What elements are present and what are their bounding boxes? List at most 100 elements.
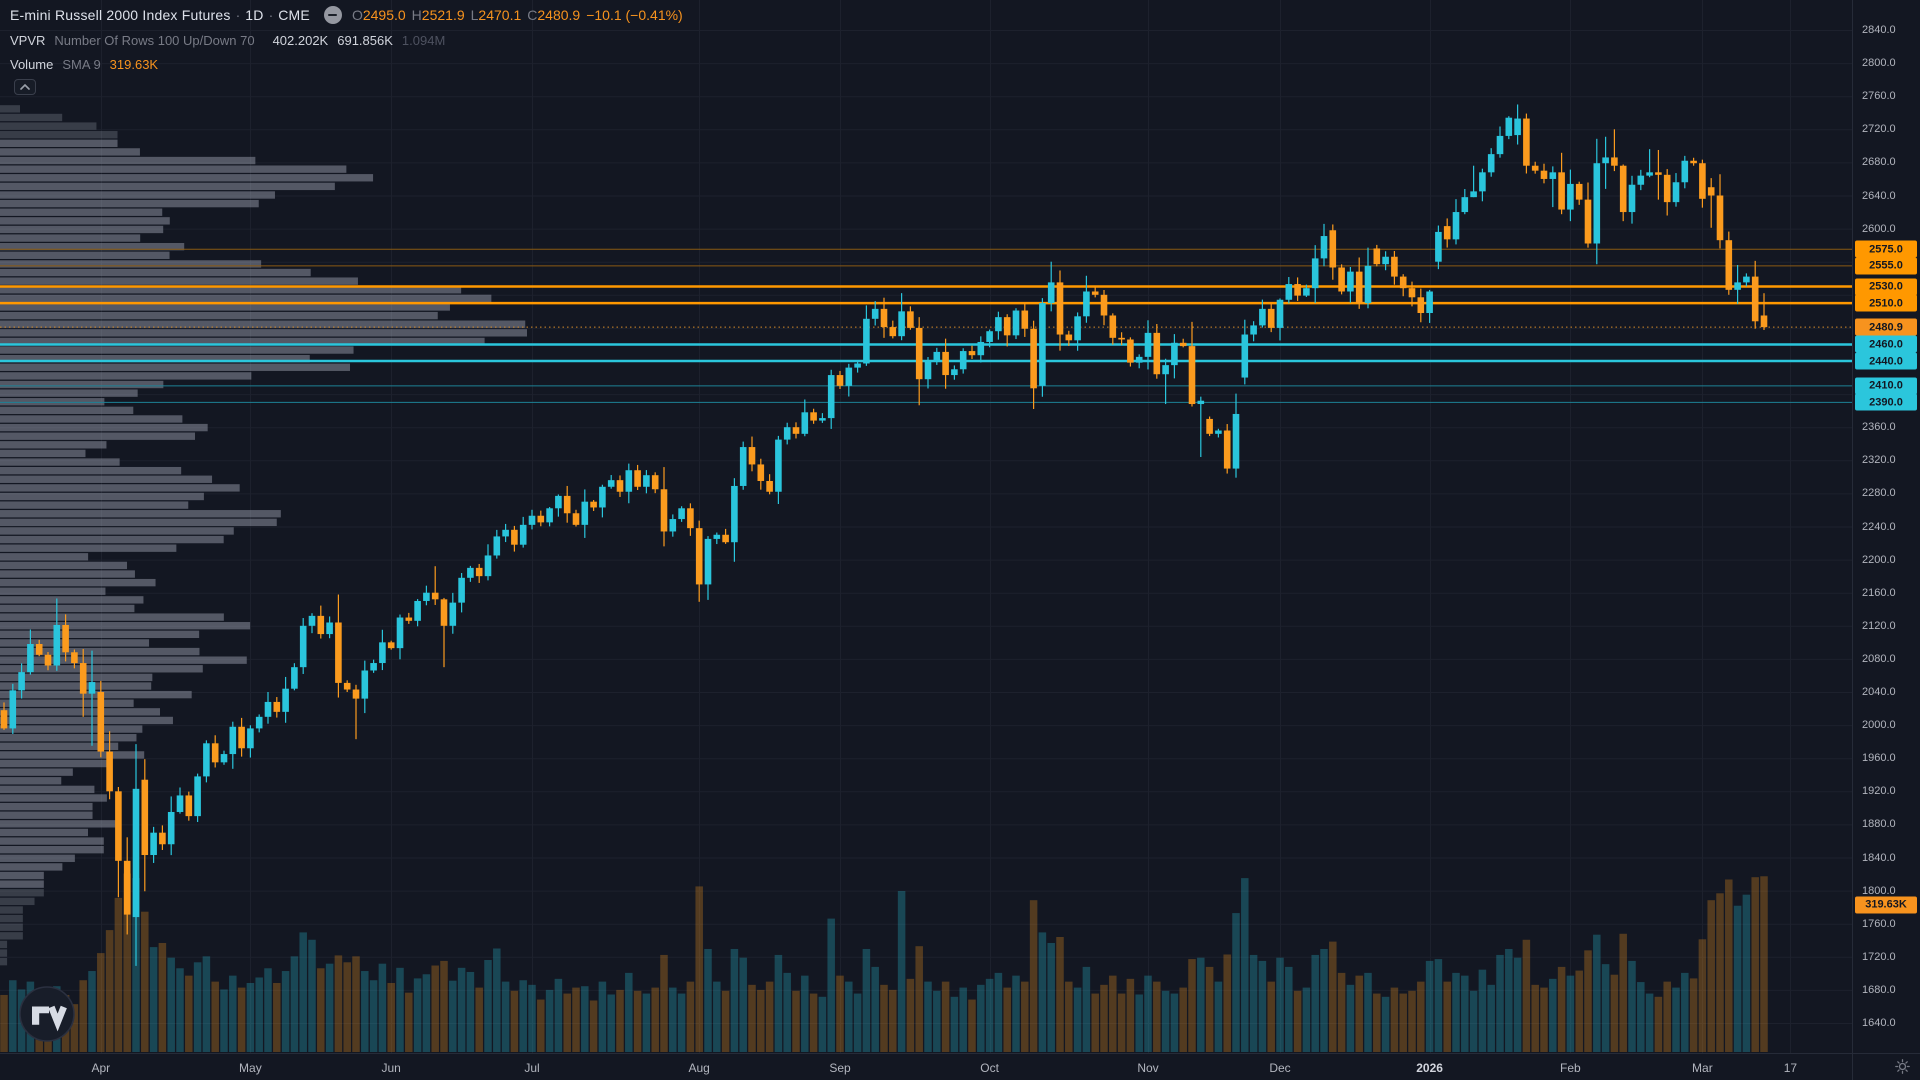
candle-body [361,670,369,699]
candles [0,104,1768,966]
volume-bar [1434,959,1443,1052]
candle-body [1232,413,1240,469]
volume-name[interactable]: Volume [10,56,54,72]
candle-body [546,508,553,523]
candle-body [1734,282,1741,290]
volume-profile-row [0,406,134,415]
volume-bar [396,967,404,1052]
candle-body [1699,163,1706,199]
volume-bar [625,972,633,1052]
volume-bar [994,972,1003,1052]
volume-profile-row [0,682,152,690]
volume-profile-row [0,191,275,199]
candle-wick [434,566,436,605]
candle-body [308,615,316,626]
volume-profile-row [0,234,141,242]
volume-profile-row [0,389,138,397]
volume-bar [1593,934,1601,1052]
candle-body [616,480,624,492]
volume-profile-row [0,665,203,673]
volume-bar [290,956,299,1052]
volume-bar [589,1000,598,1052]
candle-wick [1552,166,1554,208]
candle-body [1540,170,1548,179]
candle-body [1347,271,1354,292]
volume-bar [79,980,87,1052]
volume-profile-row [0,656,247,664]
volume-bar [1267,981,1275,1052]
volume-profile-row [0,906,23,914]
chart-pane[interactable]: E-mini Russell 2000 Index Futures · 1D ·… [0,0,1852,1053]
candle-body [1100,294,1108,316]
volume-bar [545,989,554,1052]
price-axis-label: 2080.0 [1862,652,1896,665]
volume-profile-row [0,949,8,957]
candle-body [220,754,228,763]
candle-body [1611,157,1618,166]
volume-bar [185,975,193,1052]
level-price-badge[interactable]: 2440.0 [1855,352,1917,370]
volume-bar [1249,954,1258,1052]
level-price-badge[interactable]: 2460.0 [1855,335,1917,353]
candle-body [1408,288,1416,298]
candle-body [484,555,492,577]
volume-bar [1698,939,1707,1052]
volume-bar [1170,993,1179,1052]
price-axis[interactable]: 1640.0 1680.0 1720.0 1760.0 1800.0 1840.0 1880… [1852,0,1920,1053]
volume-bar [141,911,149,1052]
level-price-badge[interactable]: 2555.0 [1855,257,1917,275]
candle-body [748,447,756,465]
candle-body [968,351,976,356]
volume-profile-row [0,957,8,966]
volume-bar [677,993,686,1052]
level-price-badge[interactable]: 2530.0 [1855,278,1917,296]
candle-body [1021,310,1029,329]
tradingview-logo[interactable] [19,986,75,1047]
volume-bar [281,971,290,1052]
vpvr-name[interactable]: VPVR [10,32,46,48]
candle-body [880,308,888,328]
candle-body [1056,282,1064,335]
candle-wick [1710,178,1712,228]
candle-body [106,751,113,792]
volume-bar [493,948,501,1052]
candle-body [1091,291,1099,295]
candle-body [1153,332,1161,375]
volume-bar [1285,966,1293,1052]
symbol-interval[interactable]: 1D [245,7,264,23]
time-axis-label: Feb [1560,1061,1581,1075]
volume-bar [1663,981,1671,1052]
price-axis-label: 1680.0 [1862,983,1896,996]
level-price-badge[interactable]: 2510.0 [1855,294,1917,312]
candle-body [44,654,52,666]
last-price-badge: 2480.9 [1855,318,1917,336]
volume-bar [1311,954,1319,1052]
level-price-badge[interactable]: 2390.0 [1855,393,1917,411]
volume-profile-row [0,690,192,699]
level-price-badge[interactable]: 2575.0 [1855,240,1917,258]
hide-symbol-icon[interactable] [323,6,342,24]
price-axis-label: 1880.0 [1862,818,1896,831]
candle-body [1584,199,1592,244]
candle-body [1593,163,1601,244]
candle-body [1549,172,1557,179]
price-axis-label: 2720.0 [1862,123,1896,136]
volume-bar [537,999,545,1052]
volume-bar [1505,948,1513,1052]
volume-profile-row [0,777,62,785]
candle-body [291,667,298,689]
volume-bar [167,957,175,1052]
time-axis-label: 17 [1783,1061,1798,1075]
ohlc-close-value: 2480.9 [537,7,581,23]
symbol-title[interactable]: E-mini Russell 2000 Index Futures [10,7,231,23]
level-price-badge[interactable]: 2410.0 [1855,377,1917,395]
time-axis[interactable]: Apr May Jun Jul Aug Sep Oct Nov Dec 2026 Feb Mar 17 [0,1053,1852,1080]
candle-body [695,528,703,585]
candle-body [1496,135,1504,155]
volume-bar [1452,972,1460,1052]
candle-body [141,779,149,856]
candle-body [1751,276,1759,322]
chart-settings-gear-icon[interactable] [1895,1059,1910,1079]
price-axis-label: 2840.0 [1862,24,1896,36]
collapse-legend-button[interactable] [14,79,36,95]
